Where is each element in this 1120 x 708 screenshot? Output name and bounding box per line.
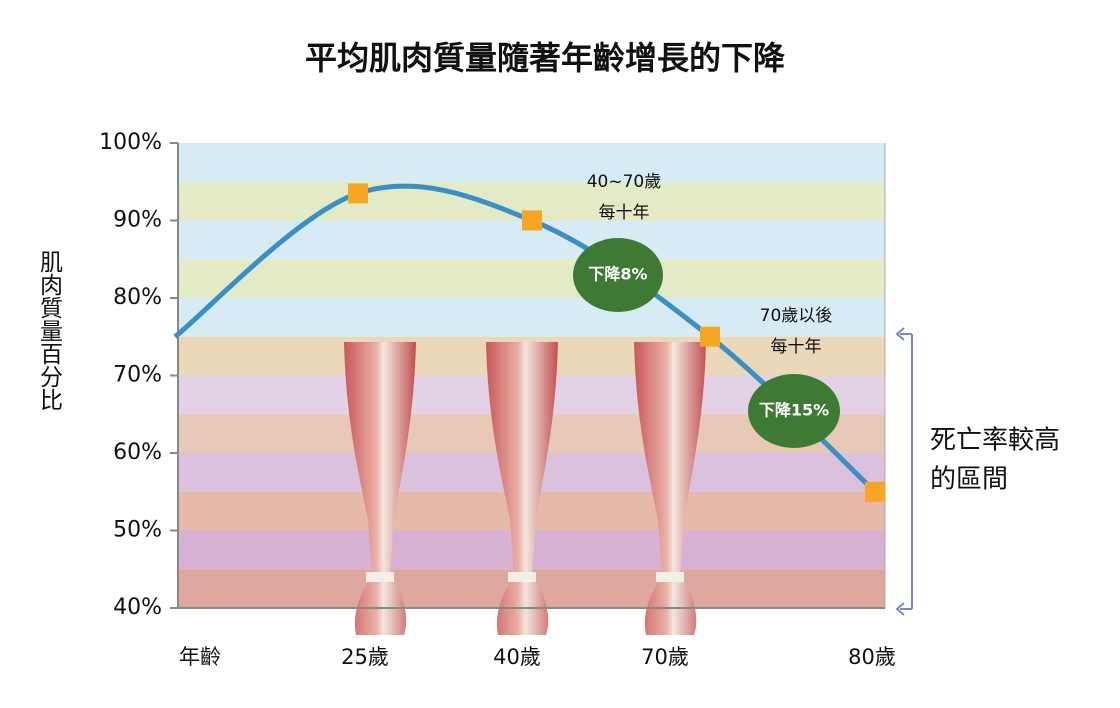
- leg: [344, 342, 416, 635]
- annotation-text: 每十年: [599, 203, 650, 223]
- annotation-text: 40~70歲: [587, 172, 662, 192]
- band: [178, 298, 885, 337]
- chart-title: 平均肌肉質量隨著年齡增長的下降: [305, 39, 786, 77]
- x-tick-label: 70歲: [641, 645, 689, 669]
- x-tick-label: 80歲: [848, 645, 896, 669]
- leg: [634, 342, 706, 635]
- annotation-text: 70歲以後: [760, 306, 833, 326]
- y-tick-label: 50%: [113, 518, 162, 543]
- leg: [486, 342, 558, 635]
- marker: [522, 210, 542, 231]
- marker: [348, 183, 368, 204]
- y-axis-label: 肌肉質量百分比: [36, 250, 64, 411]
- x-axis-label: 年齡: [179, 645, 221, 669]
- ankle-band: [656, 572, 684, 582]
- ankle-band: [508, 572, 536, 582]
- annotation-text: 每十年: [771, 337, 822, 357]
- y-tick-label: 70%: [113, 363, 162, 388]
- band: [178, 259, 885, 298]
- badge: [748, 374, 840, 448]
- side-note: 死亡率較高: [930, 426, 1060, 456]
- side-note: 的區間: [930, 465, 1008, 495]
- y-tick-label: 80%: [113, 285, 162, 310]
- leg-illustrations: [344, 342, 706, 635]
- x-tick-label: 25歲: [341, 645, 389, 669]
- y-tick-label: 90%: [113, 208, 162, 233]
- badge: [573, 238, 663, 312]
- ankle-band: [366, 572, 394, 582]
- badge-text: 下降8%: [588, 265, 647, 284]
- x-tick-label: 40歲: [493, 645, 541, 669]
- band: [178, 143, 885, 182]
- y-tick-label: 40%: [113, 595, 162, 620]
- y-tick-label: 100%: [99, 130, 162, 155]
- y-tick-label: 60%: [113, 440, 162, 465]
- badge-text: 下降15%: [759, 401, 829, 420]
- marker: [865, 481, 885, 502]
- marker: [700, 326, 720, 347]
- bracket: [895, 327, 913, 616]
